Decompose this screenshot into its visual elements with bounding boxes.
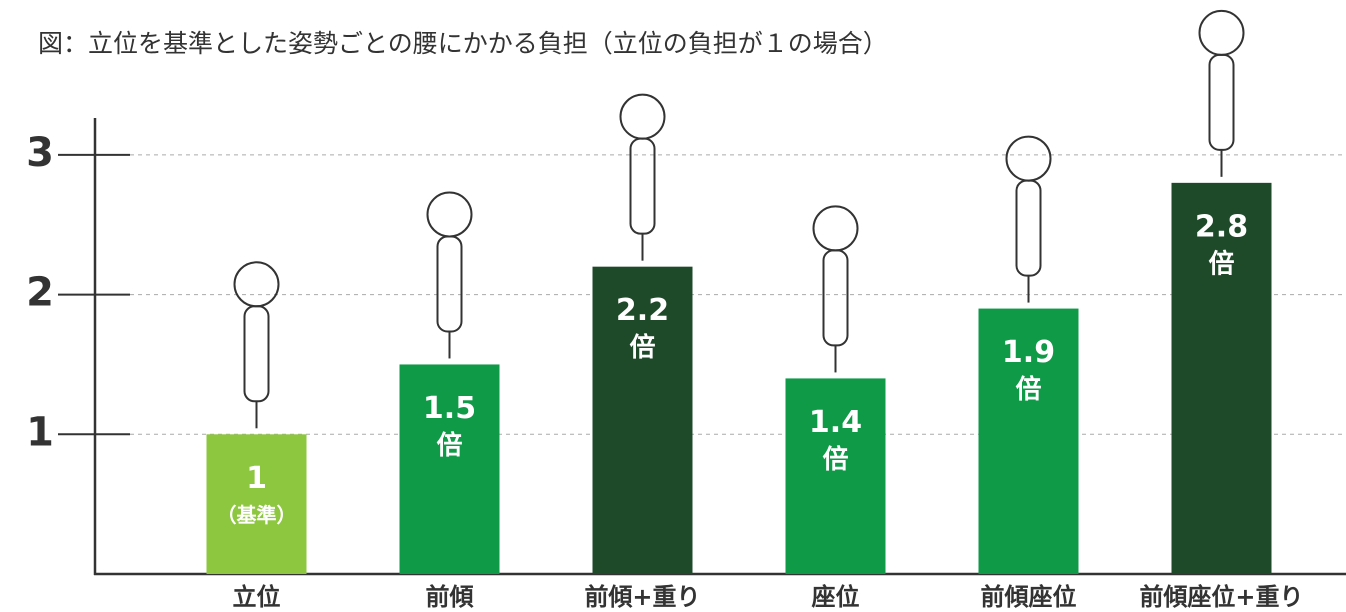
figure-body <box>824 250 848 345</box>
figure-body <box>438 236 462 331</box>
figure-body <box>1210 55 1234 150</box>
figure-head <box>1200 11 1244 55</box>
data-label-unit: 倍 <box>1015 374 1041 405</box>
y-tick-label: 1 <box>26 409 54 455</box>
data-label-unit: 倍 <box>822 444 848 475</box>
y-tick-label: 2 <box>26 270 54 316</box>
data-label: 2.8 <box>1195 209 1248 244</box>
figure-body <box>245 306 269 401</box>
figure-body <box>631 139 655 234</box>
x-tick-label: 前傾 <box>426 583 475 611</box>
figure-head <box>814 206 858 250</box>
figure-body <box>1017 181 1041 276</box>
chart-title: 図：立位を基準とした姿勢ごとの腰にかかる負担（立位の負担が１の場合） <box>38 29 888 58</box>
chart: 図：立位を基準とした姿勢ごとの腰にかかる負担（立位の負担が１の場合） 1 2 3 立位… <box>0 0 1346 612</box>
data-label: 1.5 <box>423 391 476 426</box>
data-label-unit: 倍 <box>1208 248 1234 279</box>
figure-head <box>428 192 472 236</box>
data-label: 2.2 <box>616 293 669 328</box>
figure-head <box>621 95 665 139</box>
data-label-unit: 倍 <box>436 430 462 461</box>
figure-head <box>235 262 279 306</box>
data-label: 1.9 <box>1002 335 1055 370</box>
figure-head <box>1007 137 1051 181</box>
data-label-unit: （基準） <box>217 503 297 527</box>
x-tick-label: 立位 <box>233 583 281 611</box>
x-tick-label: 前傾+重り <box>584 583 700 611</box>
y-tick-label: 3 <box>26 130 54 176</box>
x-tick-label: 前傾座位+重り <box>1139 583 1303 611</box>
x-tick-label: 座位 <box>812 583 860 611</box>
x-tick-label: 前傾座位 <box>981 583 1077 611</box>
data-label: 1.4 <box>809 405 862 440</box>
data-label-unit: 倍 <box>629 332 655 363</box>
data-label: 1 <box>246 461 267 496</box>
